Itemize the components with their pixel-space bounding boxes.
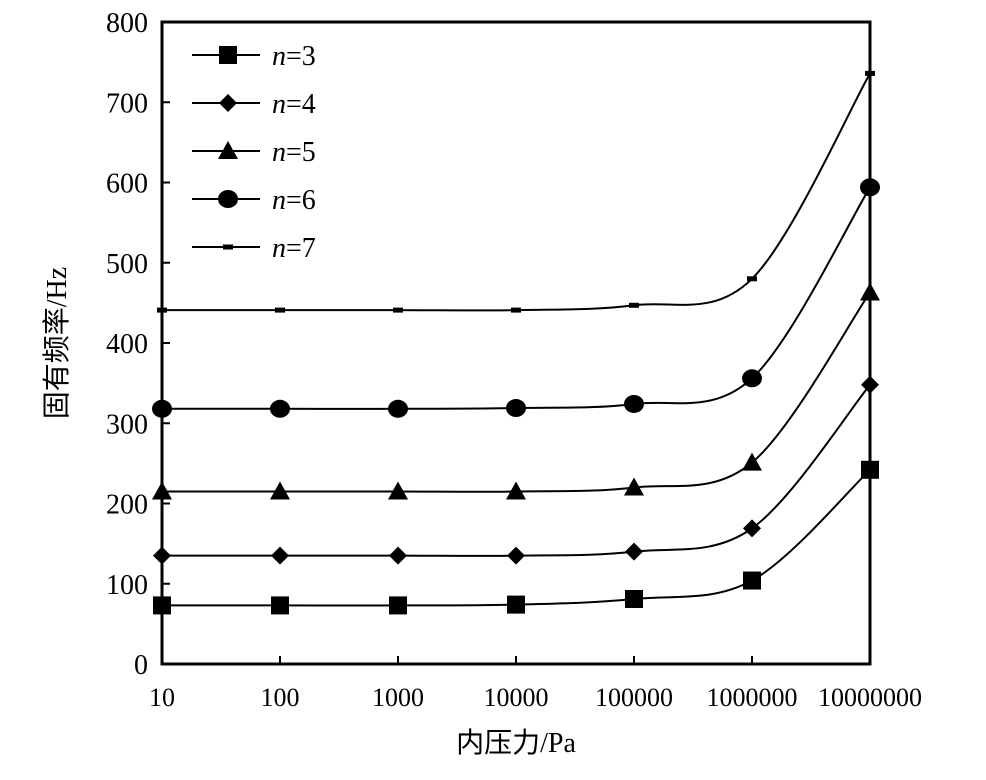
data-point-circle [270,399,290,418]
legend-label: n=6 [272,185,316,216]
data-point-diamond [743,519,761,538]
x-tick-label: 100 [261,683,300,712]
legend-item: n=7 [192,233,316,264]
legend-item: n=6 [192,185,316,216]
data-point-dash [747,276,757,282]
data-point-diamond [389,546,407,565]
y-tick-label: 100 [106,570,148,601]
data-point-triangle [388,481,408,500]
legend-value: =3 [286,41,316,72]
data-point-square [743,571,761,590]
data-point-diamond [507,546,525,565]
data-point-square [625,589,643,608]
data-point-diamond [625,542,643,561]
legend-item: n=3 [192,41,316,72]
data-point-circle [506,399,526,418]
data-point-diamond [271,546,289,565]
data-point-triangle [742,452,762,471]
legend-value: =7 [286,233,316,264]
legend-var: n [272,89,286,120]
data-point-triangle [270,481,290,500]
data-point-circle [624,394,644,413]
legend-item: n=4 [192,89,316,120]
legend-label: n=3 [272,41,316,72]
y-tick-label: 300 [106,409,148,440]
y-tick-label: 600 [106,169,148,200]
data-point-square [507,595,525,614]
y-tick-label: 200 [106,490,148,521]
legend-label: n=5 [272,137,316,168]
plot-marks [152,70,880,615]
legend-marker-dash [223,244,233,250]
legend: n=3n=4n=5n=6n=7 [192,41,316,264]
series-n-5 [152,282,880,500]
x-axis: 10 100 1000 10000 100000 1000000 10000000 [149,656,922,712]
y-tick-label: 0 [134,650,148,681]
data-point-dash [629,302,639,308]
series-n-6 [152,178,880,418]
legend-marker-diamond [219,94,237,112]
legend-var: n [272,185,286,216]
legend-marker-circle [218,190,238,208]
x-tick-label: 1000 [372,683,424,712]
data-point-dash [275,307,285,313]
legend-label: n=4 [272,89,316,120]
y-tick-label: 700 [106,88,148,119]
legend-var: n [272,41,286,72]
y-tick-label: 400 [106,329,148,360]
legend-label: n=7 [272,233,316,264]
legend-marker-square [219,46,237,64]
data-point-circle [742,369,762,388]
x-axis-label: 内压力/Pa [456,727,576,759]
y-tick-label: 500 [106,249,148,280]
series-n-7 [157,70,875,313]
data-point-triangle [506,481,526,500]
legend-var: n [272,137,286,168]
data-point-circle [388,399,408,418]
data-point-square [389,596,407,615]
legend-value: =6 [286,185,316,216]
series-line [161,186,871,410]
x-tick-label: 10000 [484,683,549,712]
y-axis-label: 固有频率/Hz [41,267,73,419]
series-line [162,72,871,312]
legend-var: n [272,233,286,264]
legend-value: =4 [286,89,316,120]
data-point-square [271,596,289,615]
legend-value: =5 [286,137,316,168]
series-line [162,291,871,493]
data-point-dash [511,307,521,313]
x-tick-label: 10000000 [818,683,922,712]
legend-item: n=5 [192,137,316,168]
y-tick-label: 800 [106,8,148,39]
x-tick-label: 10 [149,683,175,712]
legend-marker-triangle [218,141,238,159]
plot-frame [160,20,872,666]
x-tick-label: 1000000 [707,683,798,712]
data-point-triangle [624,477,644,496]
data-point-dash [393,307,403,313]
x-tick-label: 100000 [595,683,673,712]
y-axis: 0 100 200 300 400 500 600 700 800 [106,8,170,681]
